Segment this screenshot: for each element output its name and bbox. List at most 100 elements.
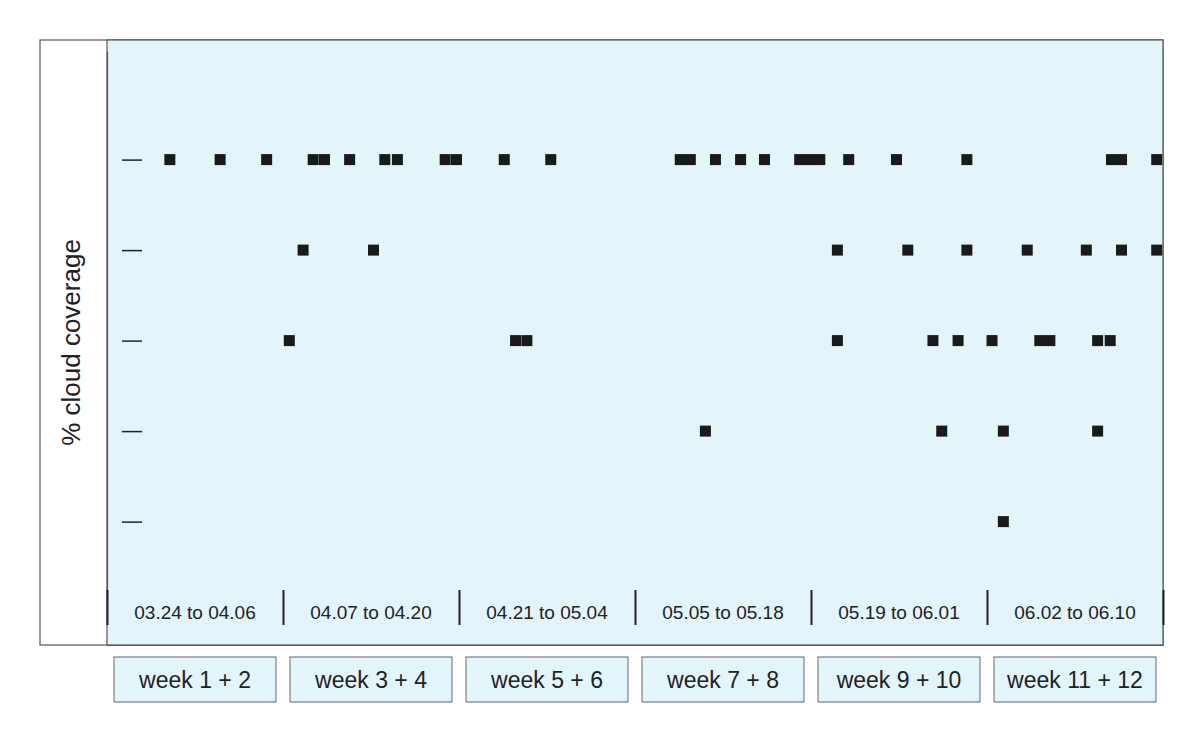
period-label: 04.21 to 05.04 xyxy=(486,602,608,623)
point xyxy=(319,154,330,165)
point xyxy=(368,245,379,256)
point xyxy=(832,245,843,256)
point xyxy=(953,335,964,346)
point xyxy=(685,154,696,165)
x-axis xyxy=(108,590,1164,646)
point xyxy=(927,335,938,346)
x-tick xyxy=(1163,590,1164,625)
point xyxy=(261,154,272,165)
week-label: week 7 + 8 xyxy=(666,667,779,693)
point xyxy=(1106,154,1117,165)
plot-panel xyxy=(107,40,1163,645)
point xyxy=(451,154,462,165)
point xyxy=(392,154,403,165)
period-separator xyxy=(283,590,285,625)
chart: % cloud coverage 03.24 to 04.06 04.07 to 0… xyxy=(0,0,1200,738)
point xyxy=(832,335,843,346)
point xyxy=(675,154,686,165)
period-separator xyxy=(107,590,109,625)
point xyxy=(308,154,319,165)
period-label: 04.07 to 04.20 xyxy=(310,602,432,623)
point xyxy=(710,154,721,165)
point xyxy=(499,154,510,165)
y-tick xyxy=(122,250,142,251)
markers xyxy=(164,154,1162,527)
point xyxy=(902,245,913,256)
y-tick xyxy=(122,341,142,342)
y-tick-mark xyxy=(122,521,142,523)
point xyxy=(735,154,746,165)
point xyxy=(1151,245,1162,256)
point xyxy=(545,154,556,165)
point xyxy=(164,154,175,165)
week-box xyxy=(818,657,980,702)
point xyxy=(521,335,532,346)
point xyxy=(1034,335,1045,346)
week-label: week 3 + 4 xyxy=(314,667,427,693)
point xyxy=(379,154,390,165)
week-label: week 1 + 2 xyxy=(138,667,251,693)
point xyxy=(1092,335,1103,346)
point xyxy=(1116,245,1127,256)
point xyxy=(961,154,972,165)
point xyxy=(1092,426,1103,437)
week-box xyxy=(642,657,804,702)
x-tick xyxy=(635,590,636,625)
period-separator xyxy=(987,590,989,625)
x-tick xyxy=(811,590,812,625)
week-label: week 9 + 10 xyxy=(836,667,962,693)
point xyxy=(961,245,972,256)
point xyxy=(1081,245,1092,256)
point xyxy=(759,154,770,165)
point xyxy=(998,516,1009,527)
point xyxy=(1105,335,1116,346)
y-axis-title: % cloud coverage xyxy=(56,239,86,446)
point xyxy=(1022,245,1033,256)
point xyxy=(987,335,998,346)
point xyxy=(284,335,295,346)
period-separator xyxy=(811,590,813,625)
point xyxy=(814,154,825,165)
week-label: week 5 + 6 xyxy=(490,667,603,693)
y-tick xyxy=(122,431,142,432)
y-tick xyxy=(122,522,142,523)
y-axis-line xyxy=(107,52,108,595)
period-label: 05.05 to 05.18 xyxy=(662,602,784,623)
week-box xyxy=(114,657,276,702)
outer-frame xyxy=(40,40,1163,645)
point xyxy=(700,426,711,437)
y-axis xyxy=(108,52,143,595)
point xyxy=(891,154,902,165)
period-separator xyxy=(635,590,637,625)
week-label: week 11 + 12 xyxy=(1006,667,1143,693)
point xyxy=(936,426,947,437)
period-label: 03.24 to 04.06 xyxy=(134,602,256,623)
point xyxy=(998,426,1009,437)
week-box xyxy=(994,657,1156,702)
y-tick-mark xyxy=(122,159,142,161)
x-tick xyxy=(283,590,284,625)
point xyxy=(1044,335,1055,346)
x-tick xyxy=(107,590,108,625)
y-tick-mark xyxy=(122,250,142,252)
point xyxy=(843,154,854,165)
point xyxy=(298,245,309,256)
point xyxy=(440,154,451,165)
point xyxy=(215,154,226,165)
x-tick xyxy=(459,590,460,625)
x-axis-line xyxy=(108,645,1164,646)
period-separator xyxy=(1163,590,1165,625)
y-tick xyxy=(122,160,142,161)
period-separator xyxy=(459,590,461,625)
period-label: 06.02 to 06.10 xyxy=(1014,602,1136,623)
point xyxy=(1116,154,1127,165)
week-box xyxy=(466,657,628,702)
x-tick xyxy=(987,590,988,625)
point xyxy=(510,335,521,346)
y-tick-mark xyxy=(122,431,142,433)
point xyxy=(794,154,805,165)
y-tick-mark xyxy=(122,340,142,342)
point xyxy=(804,154,815,165)
point xyxy=(344,154,355,165)
week-box xyxy=(290,657,452,702)
